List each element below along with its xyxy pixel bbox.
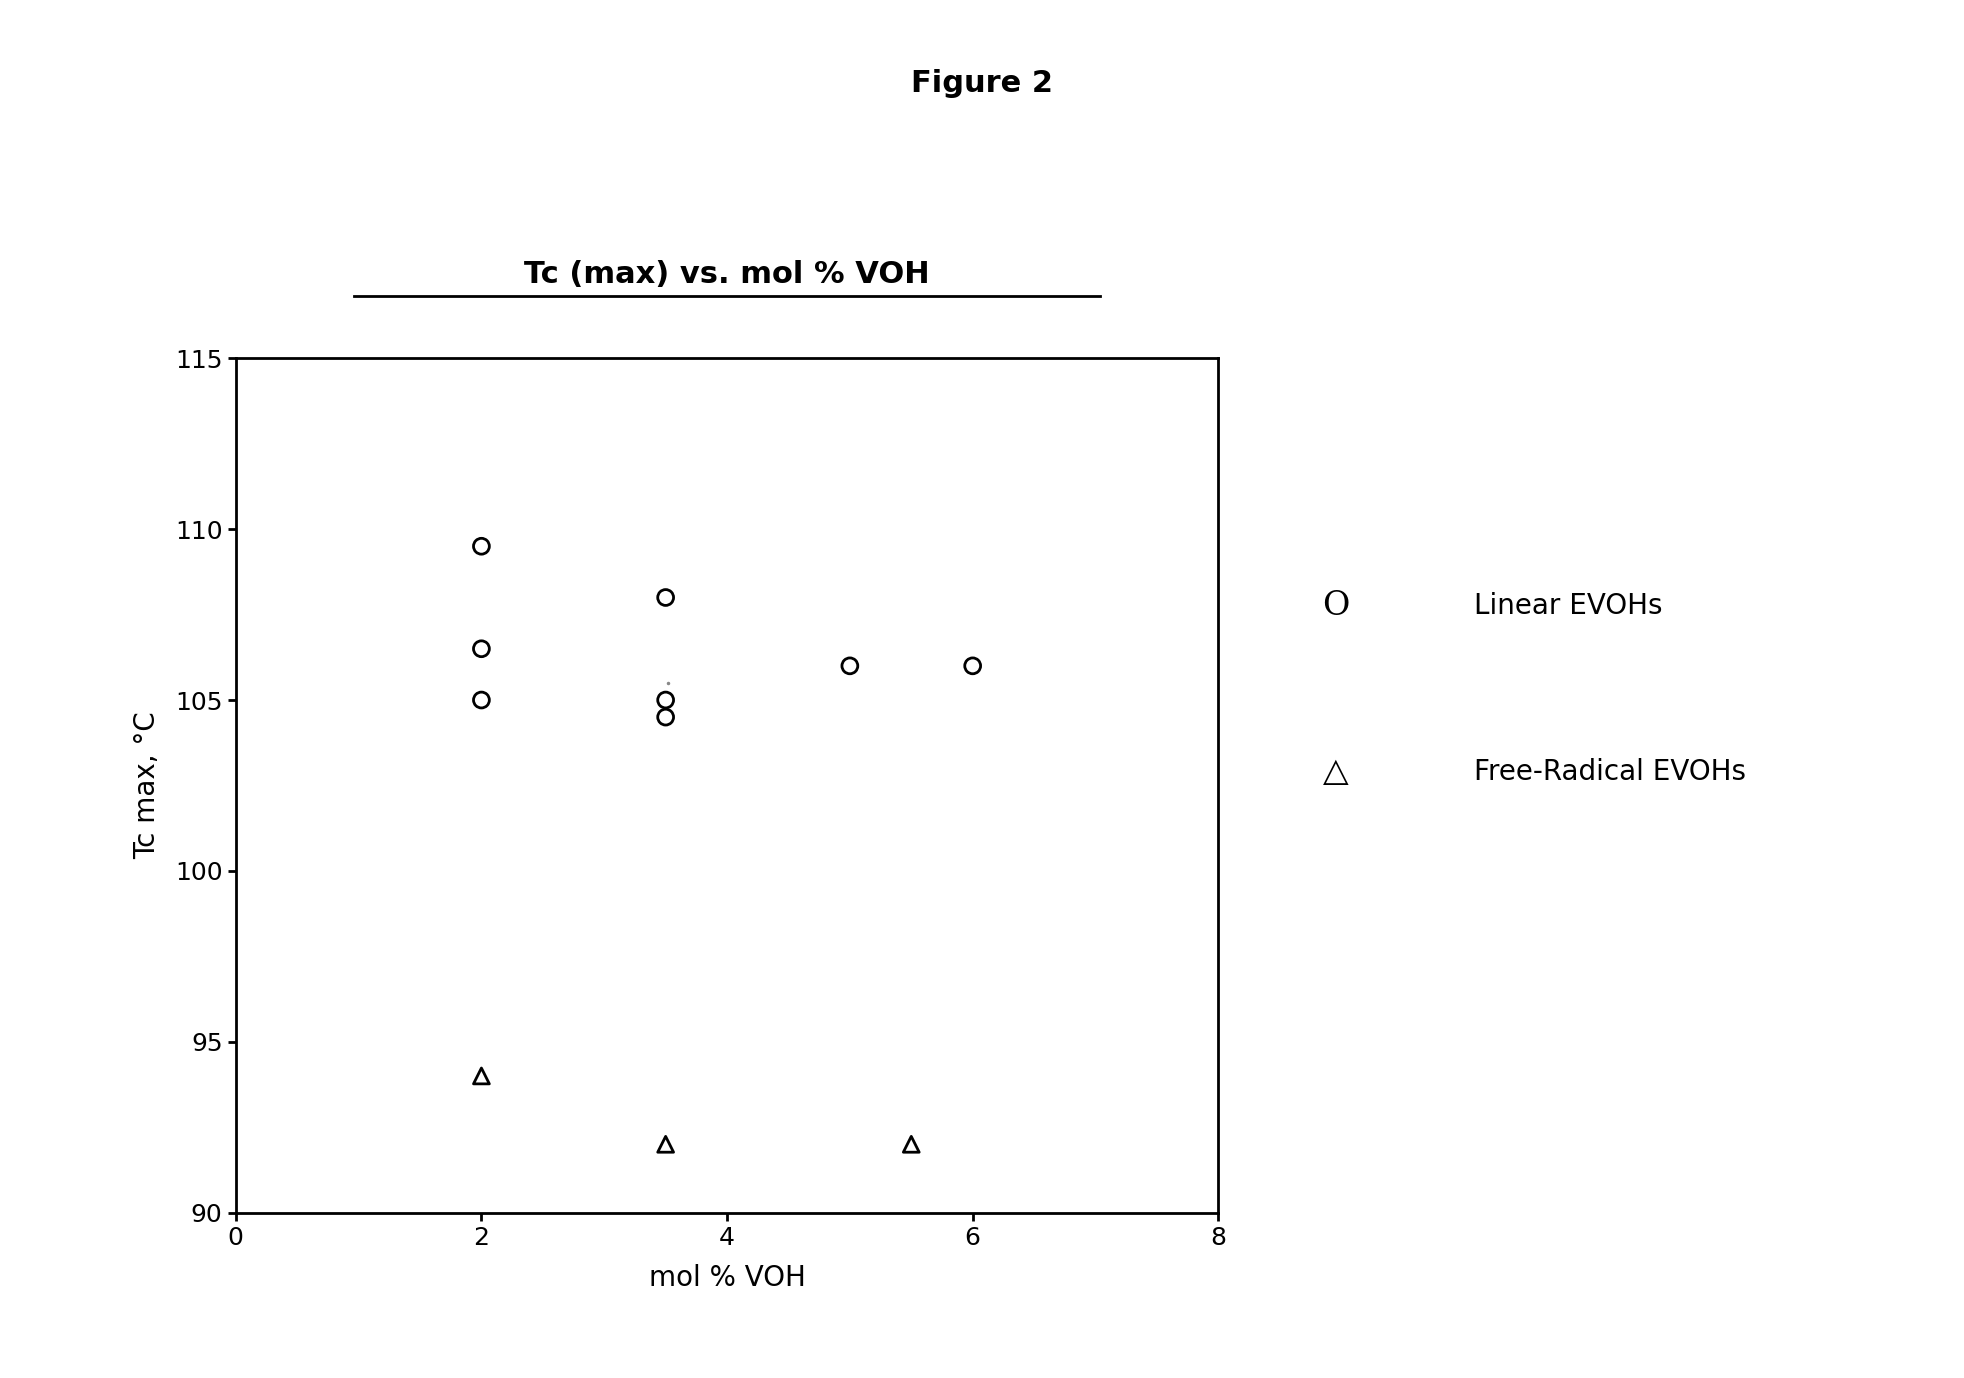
Y-axis label: Tc max, °C: Tc max, °C (134, 711, 161, 860)
Point (956, 655, 988, 677)
Point (650, 689, 682, 711)
Point (650, 587, 682, 609)
Text: Figure 2: Figure 2 (911, 69, 1053, 98)
Point (835, 655, 866, 677)
Point (896, 1133, 927, 1155)
Point (650, 1133, 682, 1155)
Text: O: O (1322, 590, 1349, 623)
Point (465, 689, 497, 711)
Point (465, 1065, 497, 1087)
Text: △: △ (1322, 755, 1349, 788)
Text: Linear EVOHs: Linear EVOHs (1473, 593, 1662, 620)
Point (465, 535, 497, 557)
X-axis label: mol % VOH: mol % VOH (648, 1264, 805, 1291)
Point (465, 638, 497, 660)
Point (650, 706, 682, 728)
Text: Free-Radical EVOHs: Free-Radical EVOHs (1473, 758, 1744, 785)
Text: Tc (max) vs. mol % VOH: Tc (max) vs. mol % VOH (524, 260, 929, 289)
